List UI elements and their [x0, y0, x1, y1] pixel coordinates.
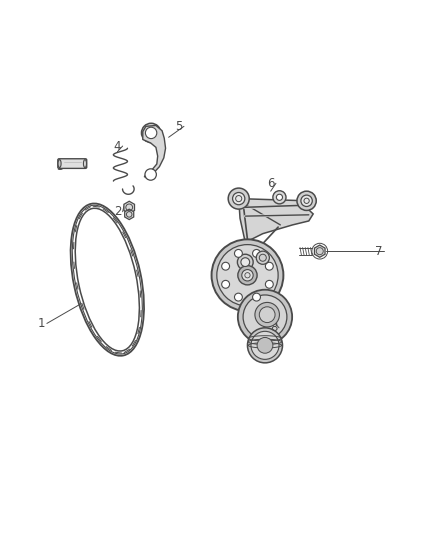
Circle shape [228, 188, 249, 209]
Circle shape [145, 169, 156, 180]
Circle shape [265, 262, 273, 270]
Circle shape [234, 293, 242, 301]
Circle shape [212, 239, 283, 311]
Circle shape [276, 194, 283, 200]
Circle shape [297, 191, 316, 211]
Text: 6: 6 [267, 177, 275, 190]
Circle shape [237, 254, 253, 270]
Circle shape [234, 249, 242, 257]
Circle shape [259, 307, 275, 322]
Circle shape [257, 337, 273, 353]
Text: 1: 1 [38, 317, 46, 330]
Circle shape [241, 258, 250, 266]
Polygon shape [125, 209, 134, 220]
Text: 7: 7 [375, 245, 383, 257]
Ellipse shape [69, 202, 146, 358]
Circle shape [247, 328, 283, 363]
Circle shape [145, 127, 157, 139]
Circle shape [238, 290, 292, 344]
Text: 2: 2 [113, 205, 121, 218]
Text: 5: 5 [175, 120, 182, 133]
FancyBboxPatch shape [58, 159, 87, 168]
Circle shape [253, 249, 261, 257]
Circle shape [251, 332, 279, 359]
Circle shape [141, 123, 161, 142]
Ellipse shape [58, 159, 61, 167]
Circle shape [256, 251, 269, 264]
Polygon shape [239, 199, 313, 243]
Text: 8: 8 [270, 321, 277, 334]
Circle shape [243, 295, 287, 339]
Ellipse shape [75, 208, 139, 351]
Circle shape [273, 191, 286, 204]
Polygon shape [124, 201, 134, 214]
Circle shape [238, 265, 257, 285]
Polygon shape [143, 125, 166, 179]
Circle shape [233, 192, 245, 205]
Ellipse shape [83, 159, 87, 167]
Circle shape [255, 302, 279, 327]
Circle shape [253, 293, 261, 301]
Circle shape [222, 280, 230, 288]
Text: 3: 3 [57, 160, 64, 173]
Circle shape [217, 245, 278, 306]
Polygon shape [314, 245, 325, 257]
Circle shape [265, 280, 273, 288]
Text: 4: 4 [113, 140, 121, 152]
Circle shape [242, 270, 253, 281]
Circle shape [222, 262, 230, 270]
Circle shape [301, 195, 312, 206]
